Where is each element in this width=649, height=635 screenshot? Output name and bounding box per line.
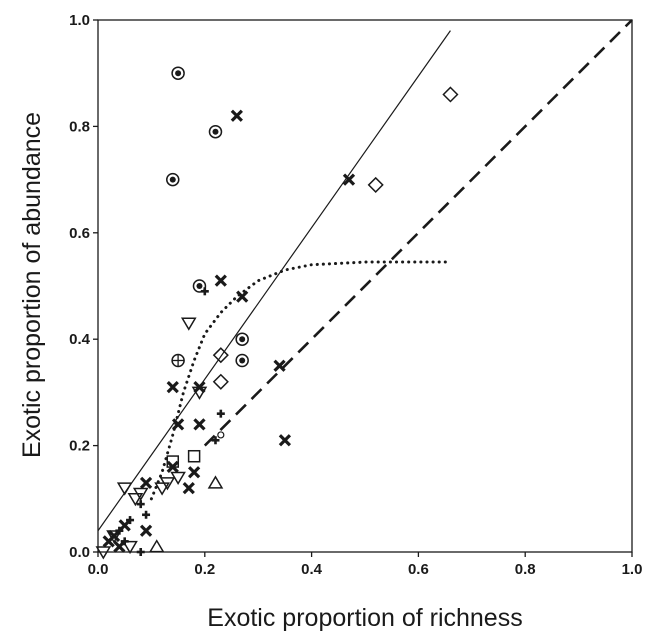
triangle-down-point xyxy=(95,546,112,560)
circle-dot-point xyxy=(166,172,180,187)
trend-lines xyxy=(97,19,633,532)
triangle-down-point xyxy=(191,386,208,400)
x-tick-label: 0.2 xyxy=(194,561,215,578)
cross-point xyxy=(107,529,121,543)
cross-point xyxy=(236,290,249,303)
solid-fit-line xyxy=(97,30,451,532)
y-tick-label: 0.2 xyxy=(69,438,90,455)
diamond-point xyxy=(367,176,384,193)
triangle-down-point xyxy=(127,493,144,507)
square-point xyxy=(187,449,201,463)
cross-point xyxy=(118,519,131,532)
circle-dot-point xyxy=(171,66,185,80)
plus-point xyxy=(115,526,124,535)
triangle-down-point xyxy=(132,487,149,501)
x-tick-label: 0.0 xyxy=(88,561,109,578)
cross-point xyxy=(182,482,195,495)
diamond-point xyxy=(212,373,229,390)
triangle-down-point xyxy=(106,530,122,544)
cross-point xyxy=(166,380,179,394)
x-tick-label: 0.4 xyxy=(301,561,323,578)
cross-point xyxy=(273,359,286,372)
data-points xyxy=(95,66,459,560)
plus-point xyxy=(142,510,151,519)
plus-point xyxy=(136,548,145,556)
dashed-fit-line xyxy=(203,19,633,447)
plus-point xyxy=(120,537,129,546)
triangle-down-point xyxy=(122,540,138,555)
circle-dot-point xyxy=(208,124,223,139)
plot-border xyxy=(97,19,633,553)
plus-point xyxy=(200,287,209,296)
plot-frame xyxy=(97,19,633,553)
triangle-up-point xyxy=(148,539,165,553)
y-tick-label: 0.0 xyxy=(69,544,90,561)
cross-point xyxy=(113,540,126,553)
triangle-down-point xyxy=(116,482,133,496)
cross-point xyxy=(171,418,185,431)
y-axis-title: Exotic proportion of abundance xyxy=(18,112,46,458)
diamond-point xyxy=(212,347,229,364)
cross-point xyxy=(278,434,292,447)
cross-point xyxy=(342,173,356,186)
triangle-down-point xyxy=(159,477,176,491)
triangle-down-point xyxy=(170,471,186,485)
x-axis-title: Exotic proportion of richness xyxy=(207,604,522,632)
triangle-down-point xyxy=(180,317,197,331)
y-tick-label: 1.0 xyxy=(69,12,90,29)
y-tick-label: 0.8 xyxy=(69,118,90,135)
x-tick-label: 1.0 xyxy=(622,561,643,578)
y-axis: 0.0 0.2 0.4 0.6 0.8 1.0 xyxy=(69,12,98,561)
y-tick-label: 0.4 xyxy=(69,331,91,348)
square-point xyxy=(166,455,180,468)
cross-point xyxy=(139,476,153,489)
diamond-point xyxy=(442,86,459,103)
x-tick-label: 0.6 xyxy=(408,561,429,578)
plus-point xyxy=(211,436,220,445)
x-axis: 0.0 0.2 0.4 0.6 0.8 1.0 xyxy=(88,552,643,578)
cross-point xyxy=(187,466,201,479)
plus-point xyxy=(126,516,135,525)
circle-dot-point xyxy=(235,353,249,368)
circle-small-point xyxy=(217,431,225,439)
triangle-down-point xyxy=(154,482,170,496)
plus-point xyxy=(216,409,225,418)
y-tick-label: 0.6 xyxy=(69,225,90,242)
dotted-fit-line xyxy=(149,260,452,501)
triangle-up-point xyxy=(207,475,224,489)
cross-point xyxy=(139,524,153,537)
cross-point xyxy=(214,274,227,287)
circle-dot-point xyxy=(192,279,207,293)
cross-point xyxy=(193,418,206,431)
plus-point xyxy=(136,500,145,509)
circle-dot-point xyxy=(235,332,249,346)
cross-point xyxy=(230,109,243,122)
circle-plus-point xyxy=(171,353,185,368)
x-tick-label: 0.8 xyxy=(515,561,536,578)
